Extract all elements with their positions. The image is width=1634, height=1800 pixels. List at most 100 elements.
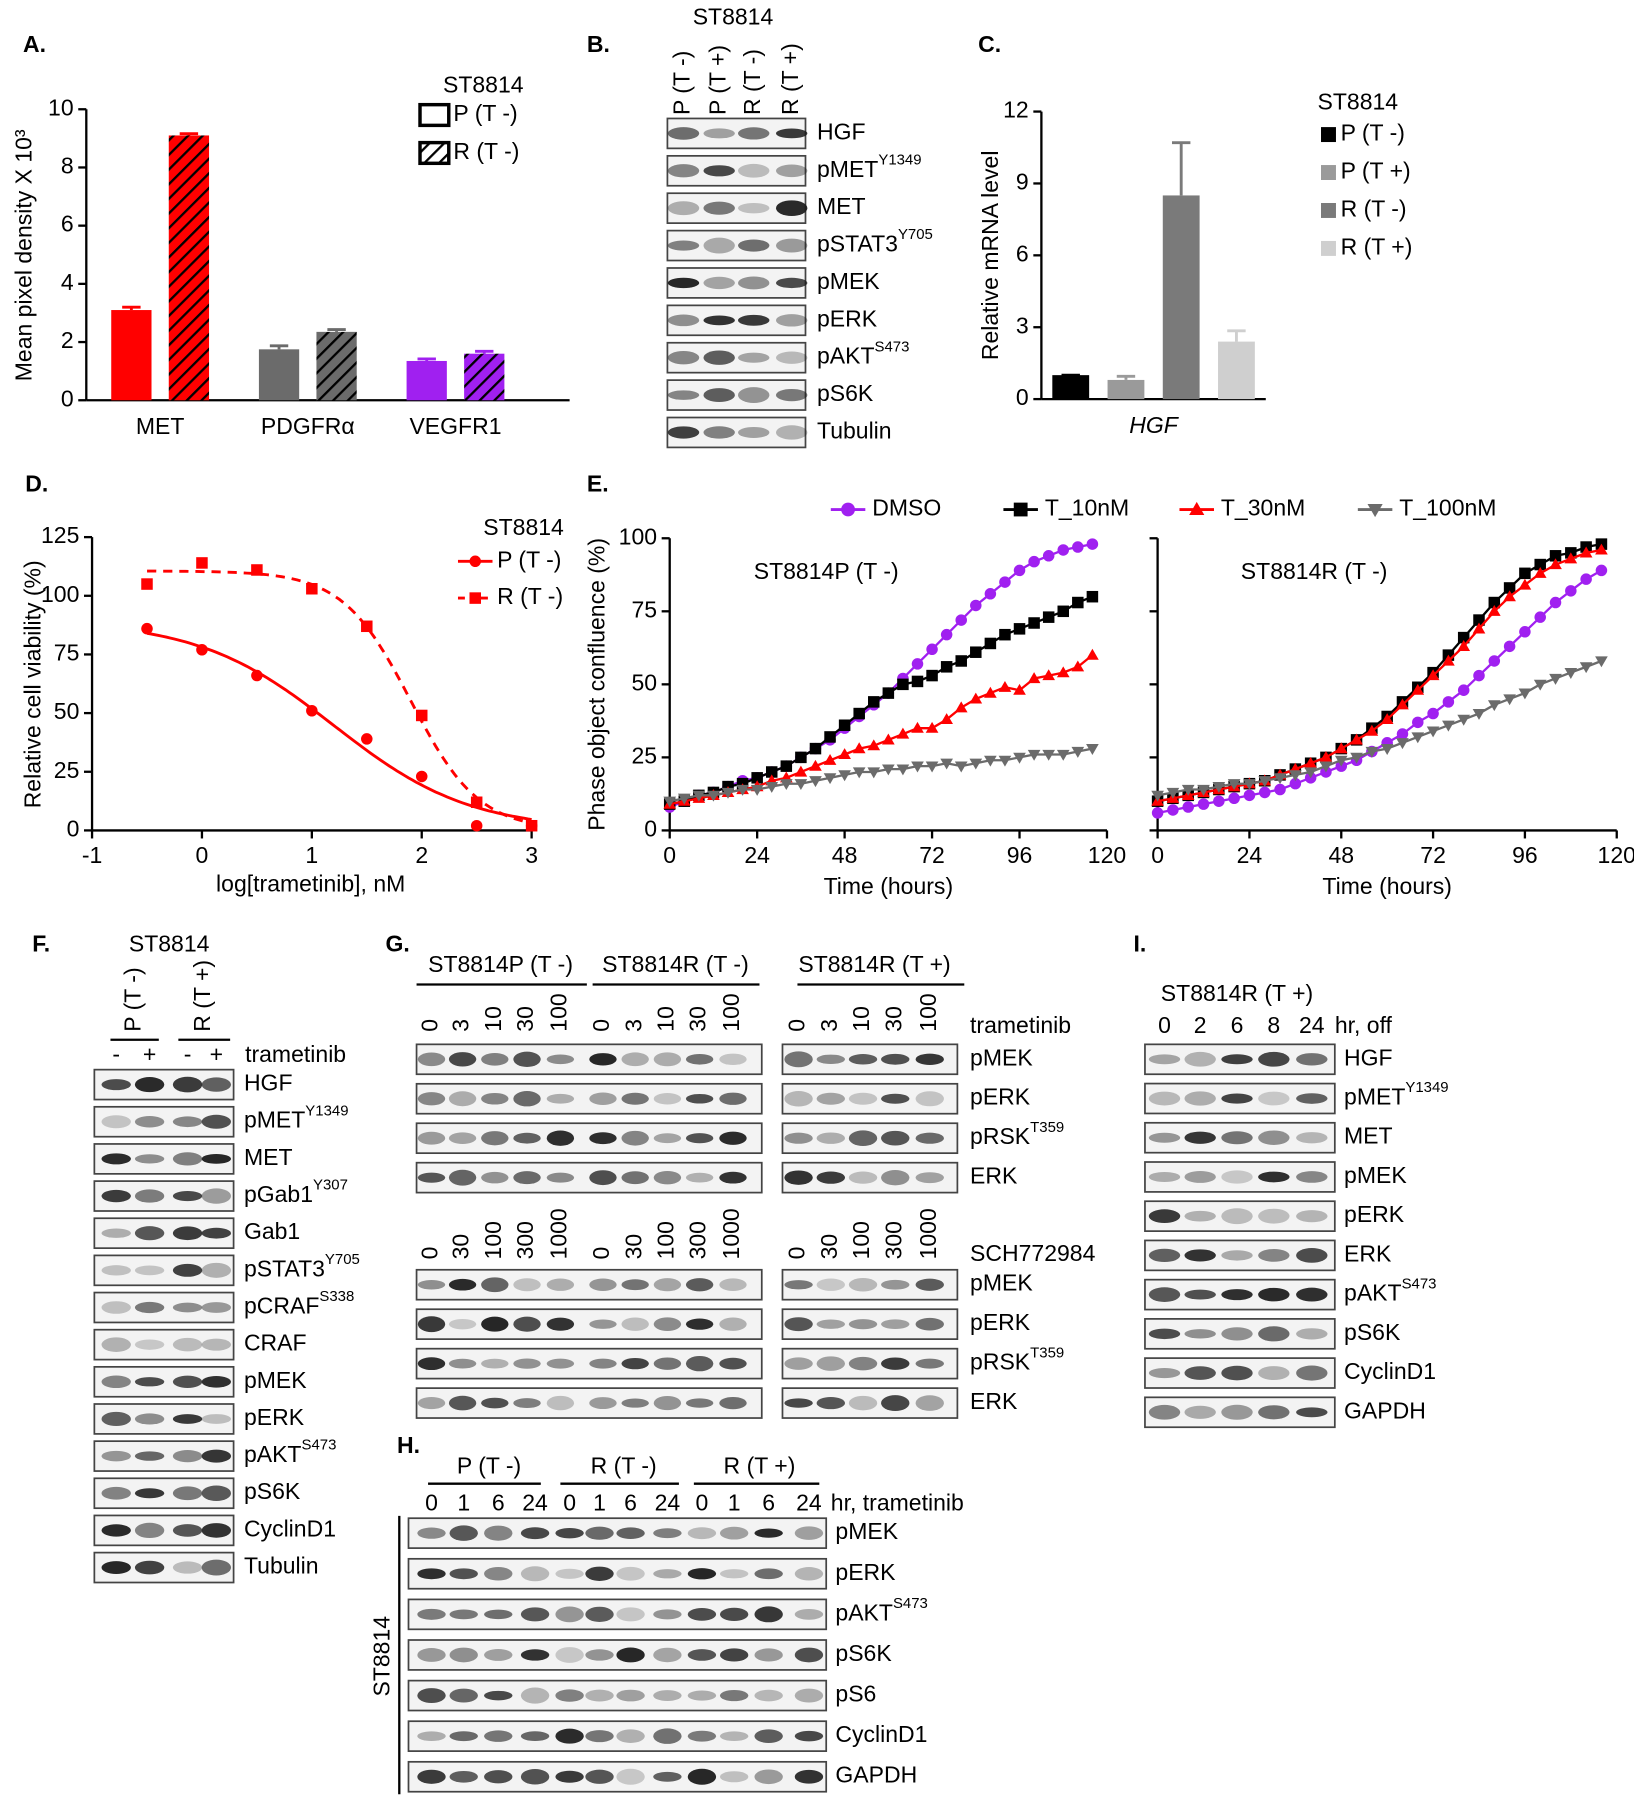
legend-label: T_100nM — [1399, 495, 1496, 521]
blot-band — [555, 1568, 584, 1579]
marker — [823, 753, 837, 765]
row-label: pCRAFS338 — [244, 1288, 354, 1318]
row-label: pMEK — [970, 1270, 1033, 1296]
marker — [469, 555, 481, 568]
marker — [1367, 504, 1383, 518]
bar — [406, 360, 447, 401]
row-label-main: pAKT — [835, 1599, 893, 1625]
x-tick-label: 96 — [1512, 842, 1538, 868]
blot-band — [589, 1278, 617, 1291]
blot-band — [172, 1337, 203, 1352]
blot-band — [449, 1647, 478, 1663]
blot-band — [520, 1649, 550, 1661]
row-label-main: pAKT — [244, 1441, 302, 1467]
blot-band — [172, 1449, 203, 1463]
row-label: ERK — [970, 1388, 1018, 1414]
blot-band — [738, 387, 770, 403]
marker — [1503, 590, 1516, 602]
marker — [1365, 724, 1379, 736]
row-label-main: pERK — [244, 1404, 305, 1430]
blot-band — [484, 1525, 513, 1541]
row-label: pS6K — [244, 1478, 301, 1504]
row-label: Tubulin — [244, 1553, 319, 1579]
row-label-main: HGF — [817, 119, 866, 145]
row-label-main: ERK — [1344, 1240, 1392, 1266]
row-label-main: pERK — [835, 1559, 896, 1585]
blot-band — [417, 1131, 446, 1145]
row-label-main: Gab1 — [244, 1218, 300, 1244]
blot-band — [101, 1079, 131, 1091]
blot-band — [848, 1054, 878, 1065]
blot-frame — [93, 1328, 235, 1361]
blot-band — [754, 1729, 783, 1743]
row-label: HGF — [1344, 1044, 1393, 1070]
sign-label: - — [112, 1041, 120, 1067]
blot-band — [1296, 1093, 1328, 1104]
marker — [1086, 744, 1099, 755]
marker — [1189, 501, 1205, 516]
marker — [911, 675, 924, 688]
marker — [954, 761, 968, 773]
group-label: P (T -) — [457, 1453, 521, 1479]
row-label-main: pERK — [1344, 1201, 1405, 1227]
blot-band — [555, 1728, 584, 1744]
blot-band — [448, 1052, 477, 1067]
blot-band — [481, 1397, 509, 1409]
dose-label: 3 — [448, 1019, 474, 1032]
row-label-main: HGF — [1344, 1044, 1393, 1070]
marker — [1365, 746, 1379, 758]
blot-band — [616, 1768, 645, 1785]
blot-band — [417, 1608, 446, 1620]
blot-band — [481, 1277, 509, 1293]
error-bar — [1227, 329, 1246, 342]
row-label: pERK — [817, 305, 878, 331]
blot-band — [719, 1731, 749, 1741]
blot-band — [417, 1527, 446, 1539]
row-label-sup: Y705 — [898, 226, 933, 243]
blot-band — [1184, 1249, 1216, 1262]
marker — [882, 687, 895, 699]
blot-band — [417, 1397, 446, 1410]
blot-band — [775, 351, 808, 364]
blot-band — [585, 1649, 614, 1661]
blot-band — [667, 351, 700, 365]
marker — [925, 761, 939, 773]
blot-frame — [407, 1760, 828, 1793]
legend-label: R (T -) — [1341, 196, 1407, 222]
blot-band — [754, 1648, 783, 1662]
blot-band — [1296, 1248, 1328, 1263]
blot-band — [1148, 1367, 1181, 1379]
x-tick-label: 3 — [525, 842, 538, 868]
blot-band — [775, 425, 808, 440]
time-label: 1 — [728, 1489, 741, 1515]
marker — [361, 620, 373, 633]
legend-swatch — [1321, 240, 1336, 256]
row-label: pERK — [835, 1559, 896, 1585]
blot-band — [738, 352, 770, 363]
blot-band — [794, 1526, 824, 1540]
marker — [1057, 544, 1070, 556]
marker — [1595, 543, 1608, 555]
dose-label: 1000 — [545, 1208, 571, 1259]
blot-band — [417, 1316, 446, 1333]
blot-band — [134, 1413, 165, 1425]
marker — [1411, 732, 1425, 744]
blot-band — [754, 1689, 783, 1702]
marker — [1350, 733, 1363, 745]
row-label-sup: Y1349 — [305, 1102, 348, 1119]
row-label: pMEK — [970, 1044, 1033, 1070]
x-tick-label: -1 — [82, 842, 102, 868]
marker — [969, 758, 983, 770]
marker — [999, 576, 1011, 588]
blot-band — [1221, 1250, 1253, 1261]
row-label: ERK — [1344, 1240, 1392, 1266]
blot-band — [685, 1172, 714, 1183]
blot-band — [513, 1358, 541, 1369]
blot-band — [585, 1769, 614, 1784]
row-label-main: ERK — [970, 1388, 1018, 1414]
x-tick-label: MET — [136, 413, 185, 439]
row-label-main: pS6K — [1344, 1319, 1401, 1345]
y-tick-label: 6 — [61, 211, 74, 237]
blot-band — [685, 1054, 714, 1065]
marker — [525, 819, 538, 832]
